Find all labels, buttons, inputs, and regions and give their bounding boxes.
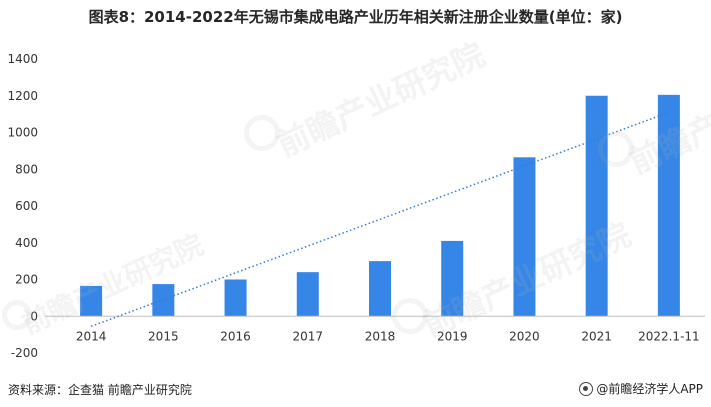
y-tick-label: 1400 <box>7 52 38 66</box>
bar-series <box>80 94 680 317</box>
bar <box>224 279 247 317</box>
y-tick-label: 1000 <box>7 126 38 140</box>
trend-line <box>90 111 670 328</box>
bar <box>657 94 680 317</box>
bar <box>369 261 391 317</box>
y-tick-label: 400 <box>15 236 38 250</box>
source-note: 资料来源：企查猫 前瞻产业研究院 <box>8 383 192 397</box>
x-tick-label: 2021 <box>581 329 612 343</box>
x-tick-label: 2016 <box>220 329 251 343</box>
brand-credit: @前瞻经济学人APP <box>579 380 703 397</box>
bar <box>513 157 536 317</box>
x-tick-label: 2019 <box>437 329 468 343</box>
y-tick-label: -200 <box>11 346 38 360</box>
x-tick-label: 2018 <box>365 329 396 343</box>
y-tick-label: 0 <box>30 309 38 323</box>
bar <box>296 272 319 317</box>
y-tick-label: 800 <box>15 162 38 176</box>
bar <box>441 240 464 317</box>
x-tick-label: 2015 <box>148 329 179 343</box>
x-tick-label: 2017 <box>293 329 324 343</box>
trend-line-path <box>90 111 670 328</box>
brand-label: @前瞻经济学人APP <box>596 382 703 396</box>
x-axis-ticks: 2014 2015 2016 2017 2018 2019 2020 2021 2022.1-1… <box>76 329 700 343</box>
x-tick-label: 2014 <box>76 329 107 343</box>
bar <box>80 285 103 317</box>
y-tick-label: 200 <box>15 273 38 287</box>
x-tick-label: 2022.1-11 <box>638 329 700 343</box>
brand-logo-icon <box>579 381 594 396</box>
y-tick-label: 600 <box>15 199 38 213</box>
y-axis-ticks: -200 0 200 400 600 800 1000 1200 1400 <box>7 52 38 360</box>
y-tick-label: 1200 <box>7 89 38 103</box>
bar <box>585 95 608 317</box>
chart-title: 图表8：2014-2022年无锡市集成电路产业历年相关新注册企业数量(单位：家) <box>88 8 623 26</box>
x-tick-label: 2020 <box>509 329 540 343</box>
